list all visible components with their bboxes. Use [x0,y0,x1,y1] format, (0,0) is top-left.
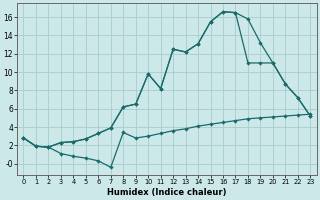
X-axis label: Humidex (Indice chaleur): Humidex (Indice chaleur) [107,188,227,197]
